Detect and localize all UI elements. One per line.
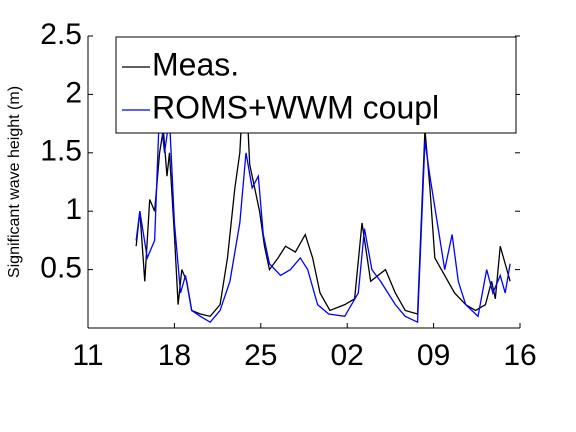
y-tick-label: 1.5 [40,135,82,168]
x-tick-label: 09 [417,339,450,372]
x-tick-label: 11 [72,339,103,372]
x-tick-label: 18 [158,339,191,372]
legend-label: ROMS+WWM coupl [152,89,439,125]
x-tick-label: 16 [503,339,536,372]
legend-box [115,36,517,134]
y-tick-label: 0.5 [40,252,82,285]
data-line [135,106,511,324]
y-tick-label: 2 [65,76,82,109]
y-tick-label: 1 [65,193,82,226]
x-tick-label: 02 [331,339,364,372]
x-tick-label: 25 [244,339,277,372]
plot-area [135,59,511,324]
y-tick-label: 2.5 [40,18,82,51]
legend-label: Meas. [152,46,239,82]
data-line [135,59,511,318]
y-axis-label: Significant wave height (m) [6,86,23,278]
